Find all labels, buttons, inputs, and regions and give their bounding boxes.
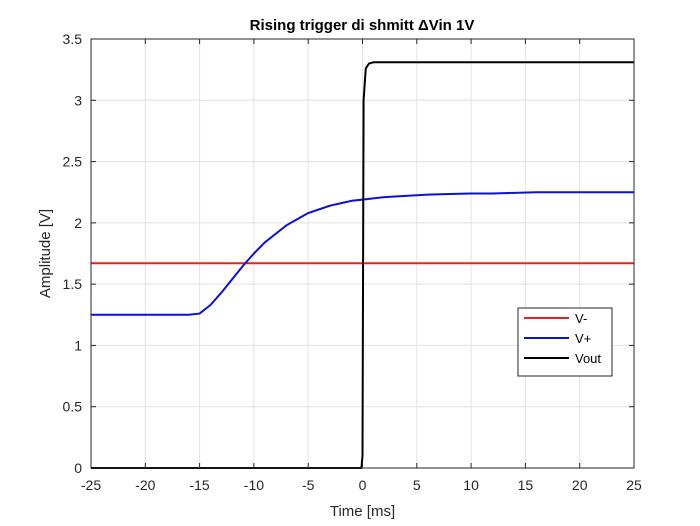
x-tick-label: 25 xyxy=(626,477,642,493)
x-tick-label: -10 xyxy=(244,477,264,493)
x-tick-label: 10 xyxy=(463,477,479,493)
x-axis-label: Time [ms] xyxy=(330,503,395,520)
series-lines xyxy=(91,61,634,469)
y-tick-label: 1.5 xyxy=(63,276,83,292)
x-tick-label: -25 xyxy=(81,477,101,493)
y-tick-label: 0.5 xyxy=(63,399,83,415)
y-tick-label: 2 xyxy=(74,215,82,231)
series-line-1 xyxy=(91,191,634,316)
y-tick-label: 3.5 xyxy=(63,31,83,47)
chart-title: Rising trigger di shmitt ΔVin 1V xyxy=(250,17,475,34)
series-line-2 xyxy=(91,61,634,469)
legend-label-2: Vout xyxy=(575,351,601,366)
x-tick-label: 20 xyxy=(572,477,588,493)
legend-box xyxy=(517,307,613,377)
y-axis-label: Amplitude [V] xyxy=(37,209,54,298)
x-tick-label: 0 xyxy=(359,477,367,493)
legend-label-1: V+ xyxy=(575,331,591,346)
legend-label-0: V- xyxy=(575,311,587,326)
x-tick-label: -15 xyxy=(189,477,209,493)
x-tick-label: -5 xyxy=(302,477,315,493)
y-tick-labels: 0 0.5 1 1.5 2 2.5 3 3.5 xyxy=(63,31,83,476)
x-tick-label: 5 xyxy=(413,477,421,493)
x-tick-label: -20 xyxy=(135,477,155,493)
y-tick-label: 0 xyxy=(74,460,82,476)
y-tick-label: 3 xyxy=(74,92,82,108)
y-tick-label: 1 xyxy=(74,337,82,353)
legend: V- V+ Vout xyxy=(517,307,613,377)
axis-ticks xyxy=(90,38,635,469)
y-tick-label: 2.5 xyxy=(63,154,83,170)
x-tick-label: 15 xyxy=(518,477,534,493)
x-tick-labels: -25 -20 -15 -10 -5 0 5 10 15 20 25 xyxy=(81,477,642,493)
